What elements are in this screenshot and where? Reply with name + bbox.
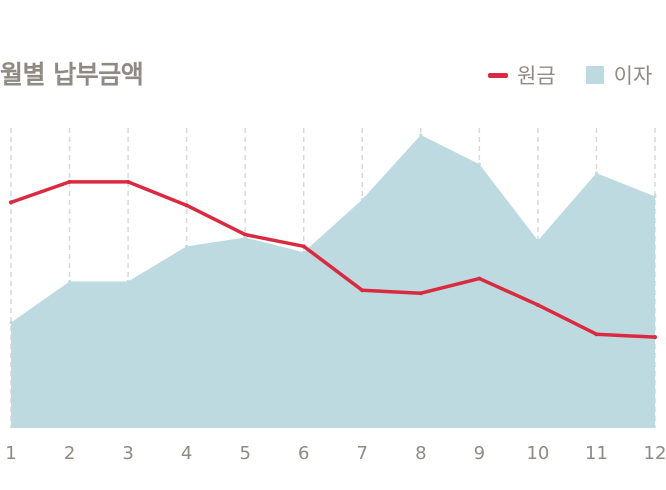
interest-point-1[interactable] xyxy=(9,321,13,325)
principal-point-6[interactable] xyxy=(301,244,306,249)
principal-point-1[interactable] xyxy=(9,200,13,205)
interest-point-6[interactable] xyxy=(302,250,306,254)
x-tick-label-10: 10 xyxy=(526,443,549,464)
x-axis-ticks: 1 2 3 4 5 6 7 8 9 10 11 12 xyxy=(5,443,666,464)
interest-point-8[interactable] xyxy=(419,133,423,137)
chart-title: 월별 납부금액 xyxy=(0,60,144,89)
legend-swatch-principal xyxy=(488,72,508,78)
interest-point-11[interactable] xyxy=(594,171,598,175)
x-tick-label-2: 2 xyxy=(64,443,75,464)
x-tick-label-7: 7 xyxy=(357,443,368,464)
x-tick-label-9: 9 xyxy=(474,443,485,464)
principal-point-2[interactable] xyxy=(67,179,72,184)
principal-point-12[interactable] xyxy=(653,335,657,340)
interest-point-4[interactable] xyxy=(185,244,189,248)
x-tick-label-3: 3 xyxy=(122,443,133,464)
principal-point-9[interactable] xyxy=(477,276,482,281)
legend: 원금 이자 xyxy=(488,60,652,90)
x-tick-label-8: 8 xyxy=(415,443,426,464)
principal-point-7[interactable] xyxy=(360,288,365,293)
interest-point-9[interactable] xyxy=(477,162,481,166)
principal-point-5[interactable] xyxy=(243,232,248,237)
legend-label-principal: 원금 xyxy=(517,64,556,88)
interest-point-12[interactable] xyxy=(653,195,657,199)
x-tick-label-6: 6 xyxy=(298,443,309,464)
principal-point-3[interactable] xyxy=(126,179,131,184)
x-tick-label-11: 11 xyxy=(585,443,608,464)
x-tick-label-5: 5 xyxy=(239,443,250,464)
principal-point-10[interactable] xyxy=(535,302,540,307)
principal-point-11[interactable] xyxy=(594,332,599,337)
principal-line xyxy=(9,180,657,339)
x-tick-label-12: 12 xyxy=(644,443,666,464)
x-tick-label-1: 1 xyxy=(5,443,16,464)
data-points-group xyxy=(9,133,657,340)
interest-point-5[interactable] xyxy=(243,236,247,240)
interest-point-2[interactable] xyxy=(68,280,72,283)
interest-area-group xyxy=(11,135,655,428)
interest-area xyxy=(11,135,655,428)
interest-point-3[interactable] xyxy=(126,280,130,283)
interest-point-7[interactable] xyxy=(360,197,364,201)
legend-item-principal[interactable]: 원금 xyxy=(488,60,556,90)
legend-label-interest: 이자 xyxy=(613,64,653,88)
legend-swatch-interest xyxy=(585,66,604,84)
principal-point-4[interactable] xyxy=(184,203,189,208)
principal-point-8[interactable] xyxy=(418,291,423,296)
interest-point-10[interactable] xyxy=(536,238,540,242)
legend-item-interest[interactable]: 이자 xyxy=(556,60,653,90)
principal-line-group xyxy=(9,180,657,339)
x-tick-label-4: 4 xyxy=(181,443,192,464)
